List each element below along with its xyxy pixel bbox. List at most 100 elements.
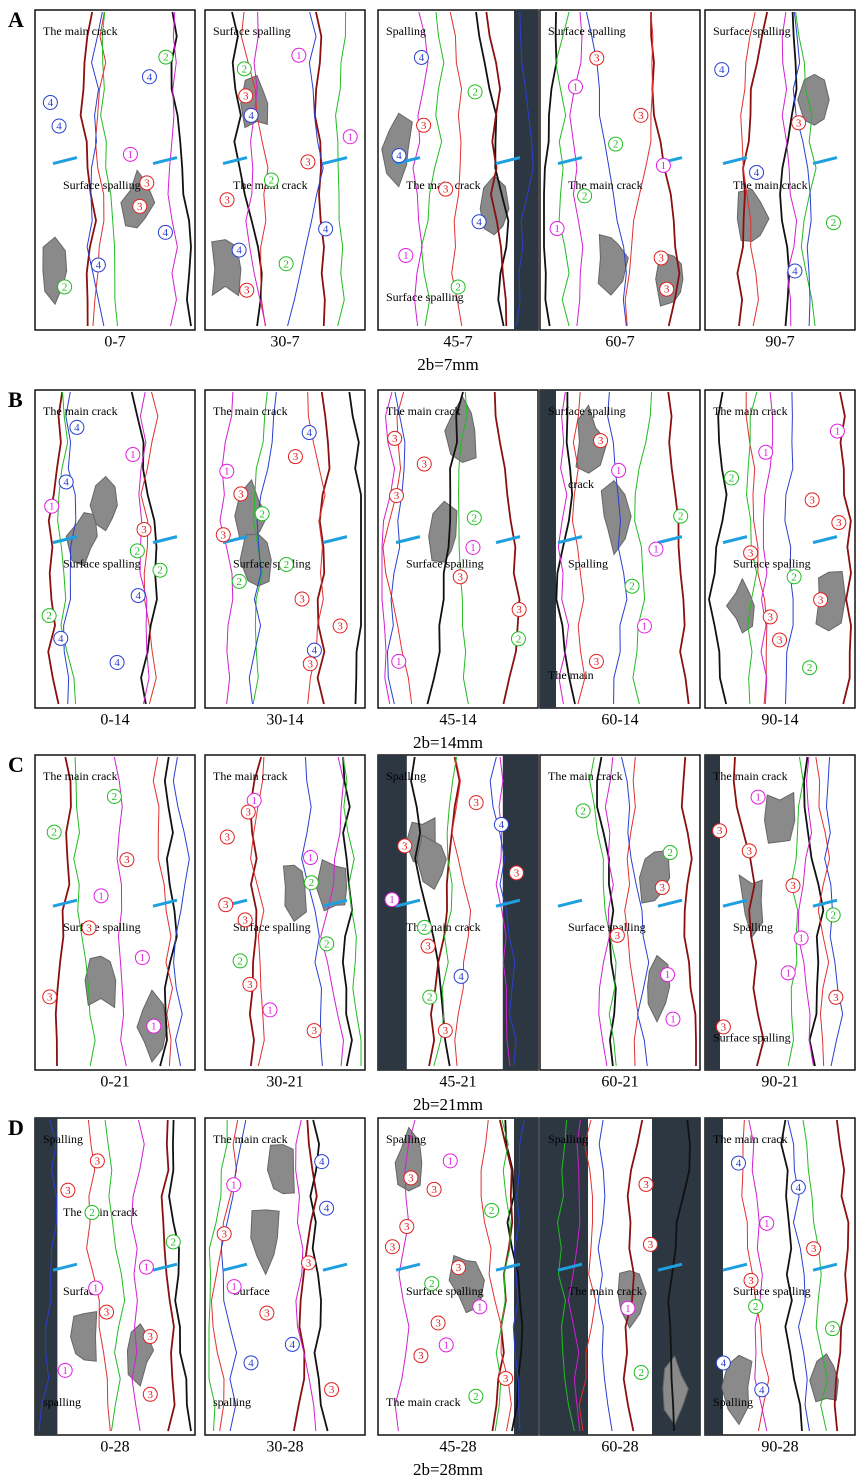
- annotation: Surface spalling: [63, 178, 141, 192]
- crack-type-label: 2: [309, 877, 315, 889]
- panel-label: 0-14: [100, 712, 129, 729]
- dark-region: [378, 755, 407, 1070]
- crack-type-label: 3: [148, 1389, 154, 1401]
- crack-type-label: 3: [264, 1308, 270, 1320]
- crack-type-label: 3: [421, 120, 427, 132]
- crack-type-label: 1: [573, 81, 579, 93]
- crack-type-label: 3: [147, 1331, 153, 1343]
- crack-type-label: 3: [836, 517, 842, 529]
- crack-type-label: 1: [130, 449, 136, 461]
- crack-type-label: 3: [516, 604, 522, 616]
- row-letter: C: [8, 752, 24, 777]
- crack-type-label: 1: [151, 1021, 157, 1033]
- crack-type-label: 4: [458, 971, 464, 983]
- panel-label: 45-21: [439, 1074, 476, 1091]
- crack-type-label: 3: [615, 930, 621, 942]
- crack-type-label: 3: [390, 1241, 396, 1253]
- crack-type-label: 3: [717, 825, 723, 837]
- crack-type-label: 2: [237, 576, 243, 588]
- crack-type-label: 1: [267, 1004, 273, 1016]
- annotation: Surface spalling: [63, 557, 141, 571]
- annotation: The main crack: [548, 769, 623, 783]
- crack-type-label: 4: [792, 266, 798, 278]
- crack-type-label: 3: [104, 1307, 110, 1319]
- crack-type-label: 4: [306, 427, 312, 439]
- crack-type-label: 3: [221, 529, 227, 541]
- crack-type-label: 1: [347, 131, 353, 143]
- crack-type-label: 3: [408, 1172, 414, 1184]
- dark-region: [514, 10, 538, 330]
- annotation: Spalling: [386, 769, 426, 783]
- crack-type-label: 3: [514, 867, 520, 879]
- panel-label: 60-7: [605, 334, 634, 351]
- crack-type-label: 1: [49, 501, 55, 513]
- annotation: The main crack: [713, 1132, 788, 1146]
- crack-type-label: 1: [140, 952, 146, 964]
- crack-type-label: 4: [754, 167, 760, 179]
- crack-type-label: 1: [661, 160, 667, 172]
- crack-type-label: 4: [419, 52, 425, 64]
- crack-type-label: 4: [135, 590, 141, 602]
- crack-type-label: 3: [47, 991, 53, 1003]
- annotation: Surface spalling: [63, 920, 141, 934]
- panel-label: 0-28: [100, 1439, 129, 1456]
- annotation: Spalling: [386, 1132, 426, 1146]
- crack-type-label: 3: [86, 922, 92, 934]
- panel: The main crackSurface spalling2444133442: [35, 10, 195, 330]
- annotation: The main crack: [213, 769, 288, 783]
- panel: The main crackSurface spalling4313232233…: [205, 390, 365, 708]
- crack-type-label: 3: [818, 594, 824, 606]
- crack-type-label: 3: [833, 992, 839, 1004]
- crack-type-label: 1: [224, 466, 230, 478]
- row-letter: B: [8, 387, 23, 412]
- crack-type-label: 3: [65, 1185, 71, 1197]
- crack-type-label: 1: [231, 1179, 237, 1191]
- crack-type-label: 3: [473, 797, 479, 809]
- crack-type-label: 1: [798, 933, 804, 945]
- annotation: The main crack: [568, 178, 643, 192]
- crack-type-label: 3: [418, 1350, 424, 1362]
- crack-type-label: 2: [259, 508, 265, 520]
- crack-type-label: 3: [141, 524, 147, 536]
- panel: The main crackSurface spalling333213321: [378, 390, 538, 708]
- crack-type-label: 3: [594, 53, 600, 65]
- crack-type-label: 3: [660, 882, 666, 894]
- annotation: The main crack: [713, 769, 788, 783]
- crack-type-label: 3: [293, 451, 299, 463]
- crack-type-label: 1: [625, 1303, 631, 1315]
- annotation: Surface spalling: [733, 557, 811, 571]
- dark-region: [705, 1118, 723, 1435]
- crack-type-label: 3: [394, 490, 400, 502]
- crack-type-label: 1: [665, 969, 671, 981]
- crack-type-label: 2: [46, 610, 52, 622]
- crack-type-label: 3: [95, 1155, 101, 1167]
- crack-type-label: 2: [429, 1278, 435, 1290]
- annotation: Spalling: [548, 1132, 588, 1146]
- crack-type-label: 4: [312, 645, 318, 657]
- crack-type-label: 4: [736, 1158, 742, 1170]
- crack-type-label: 1: [62, 1365, 68, 1377]
- crack-type-label: 3: [242, 914, 248, 926]
- annotation: The main crack: [43, 404, 118, 418]
- crack-type-label: 3: [594, 656, 600, 668]
- crack-type-label: 3: [777, 634, 783, 646]
- crack-type-label: 3: [311, 1025, 317, 1037]
- crack-type-label: 3: [664, 284, 670, 296]
- panel: The main crackSpallingSurface spalling13…: [705, 755, 855, 1070]
- panel-label: 45-7: [443, 334, 472, 351]
- crack-type-label: 3: [404, 1221, 410, 1233]
- crack-type-label: 2: [472, 86, 478, 98]
- crack-type-label: 2: [791, 571, 797, 583]
- crack-type-label: 3: [456, 1262, 462, 1274]
- crack-type-label: 2: [324, 938, 330, 950]
- crack-type-label: 4: [96, 259, 102, 271]
- crack-type-label: 3: [243, 90, 249, 102]
- panel-frame: [35, 1118, 195, 1435]
- crack-type-label: 1: [670, 1014, 676, 1026]
- crack-type-label: 3: [225, 832, 231, 844]
- crack-type-label: 4: [147, 71, 153, 83]
- crack-type-label: 1: [470, 542, 476, 554]
- crack-type-label: 2: [807, 662, 813, 674]
- crack-type-label: 3: [329, 1384, 335, 1396]
